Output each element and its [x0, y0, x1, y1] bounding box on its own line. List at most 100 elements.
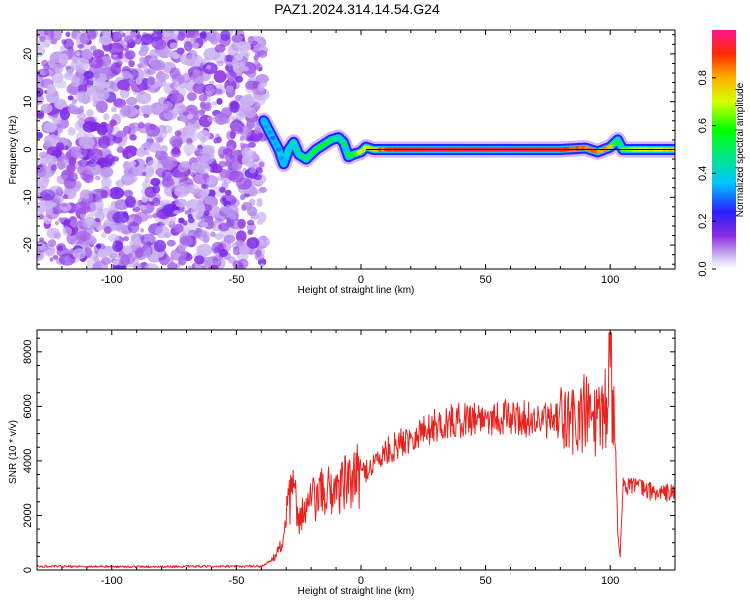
noise-blob — [90, 45, 97, 52]
noise-blob — [55, 221, 59, 226]
noise-blob — [177, 107, 182, 112]
noise-blob — [222, 204, 239, 217]
track-core — [270, 135, 276, 141]
noise-blob — [196, 243, 213, 257]
noise-blob — [65, 65, 71, 70]
noise-blob — [151, 31, 163, 42]
noise-blob — [113, 98, 126, 108]
y-tick-label: 8000 — [22, 340, 34, 364]
noise-blob — [141, 171, 147, 177]
noise-blob — [50, 164, 57, 172]
noise-blob — [57, 127, 63, 134]
noise-blob — [120, 70, 131, 79]
noise-blob — [57, 245, 64, 252]
noise-blob — [122, 236, 130, 242]
noise-blob — [184, 210, 190, 215]
noise-blob — [72, 201, 91, 215]
noise-blob — [162, 30, 179, 40]
noise-blob — [180, 235, 194, 247]
colorbar-tick-label: 0.2 — [697, 214, 709, 229]
noise-blob — [245, 68, 257, 78]
noise-blob — [86, 163, 102, 176]
noise-blob — [98, 35, 112, 46]
noise-blob — [95, 100, 108, 114]
y-tick-label: -10 — [22, 189, 34, 205]
noise-blob — [157, 208, 171, 220]
colorbar-tick-label: 0.0 — [697, 261, 709, 276]
noise-blob — [124, 173, 138, 184]
noise-blob — [39, 189, 56, 201]
noise-blob — [120, 104, 132, 117]
noise-blob — [58, 253, 76, 266]
noise-blob — [230, 121, 242, 131]
noise-blob — [75, 64, 84, 74]
noise-blob — [174, 223, 184, 234]
noise-blob — [212, 260, 218, 266]
noise-blob — [250, 211, 259, 220]
noise-blob — [149, 49, 161, 58]
noise-blob — [203, 210, 210, 216]
noise-blob — [227, 44, 239, 57]
noise-blob — [169, 42, 179, 49]
noise-blob — [258, 186, 267, 193]
noise-blob — [57, 187, 63, 192]
noise-blob — [100, 166, 114, 178]
y-tick-label: 6000 — [22, 394, 34, 418]
noise-blob — [249, 168, 256, 174]
noise-blob — [48, 239, 57, 247]
noise-blob — [61, 202, 68, 208]
noise-blob — [49, 107, 60, 118]
noise-blob — [133, 262, 142, 269]
noise-blob — [248, 186, 258, 197]
noise-blob — [147, 159, 161, 170]
noise-blob — [256, 219, 263, 225]
noise-blob — [38, 151, 48, 159]
noise-blob — [229, 101, 239, 110]
noise-blob — [222, 148, 233, 156]
noise-blob — [44, 134, 60, 146]
noise-blob — [67, 95, 74, 101]
noise-blob — [166, 239, 176, 247]
noise-blob — [171, 146, 181, 155]
noise-blob — [161, 156, 178, 169]
noise-blob — [256, 201, 263, 207]
noise-blob — [152, 213, 159, 219]
noise-blob — [45, 91, 60, 104]
noise-blob — [116, 79, 130, 91]
noise-blob — [77, 112, 86, 120]
noise-blob — [93, 247, 98, 252]
track-core — [267, 130, 273, 135]
noise-blob — [144, 263, 159, 269]
noise-blob — [155, 225, 170, 239]
noise-blob — [54, 79, 67, 89]
noise-blob — [142, 168, 149, 173]
noise-blob — [191, 30, 198, 34]
noise-blob — [64, 73, 69, 78]
snr-x-ticks: -100 -50 0 50 100 — [36, 330, 661, 587]
snr-panel: -100 -50 0 50 100 0 2000 4000 6000 8000 Height o… — [8, 329, 676, 597]
noise-blob — [214, 51, 227, 64]
noise-blob — [78, 159, 89, 168]
noise-blob — [218, 222, 230, 232]
noise-blob — [173, 198, 179, 204]
noise-blob — [69, 220, 79, 228]
noise-blob — [161, 103, 169, 110]
noise-blob — [175, 75, 185, 83]
noise-blob — [83, 70, 94, 79]
noise-blob — [92, 260, 108, 269]
noise-blob — [37, 87, 44, 97]
colorbar: 0.0 0.2 0.4 0.6 0.8 Normalized spectral ampl… — [697, 30, 746, 277]
noise-blob — [192, 82, 206, 94]
colorbar-tick-label: 0.8 — [697, 70, 709, 85]
track-core — [282, 158, 288, 164]
noise-blob — [93, 221, 102, 228]
noise-blob — [183, 41, 193, 52]
noise-blob — [147, 76, 156, 86]
noise-blob — [48, 155, 57, 165]
noise-blob — [214, 44, 226, 53]
track-core — [338, 138, 345, 143]
noise-blob — [182, 111, 189, 116]
y-tick-label: 4000 — [22, 449, 34, 473]
noise-blob — [218, 186, 226, 193]
noise-blob — [225, 70, 237, 81]
